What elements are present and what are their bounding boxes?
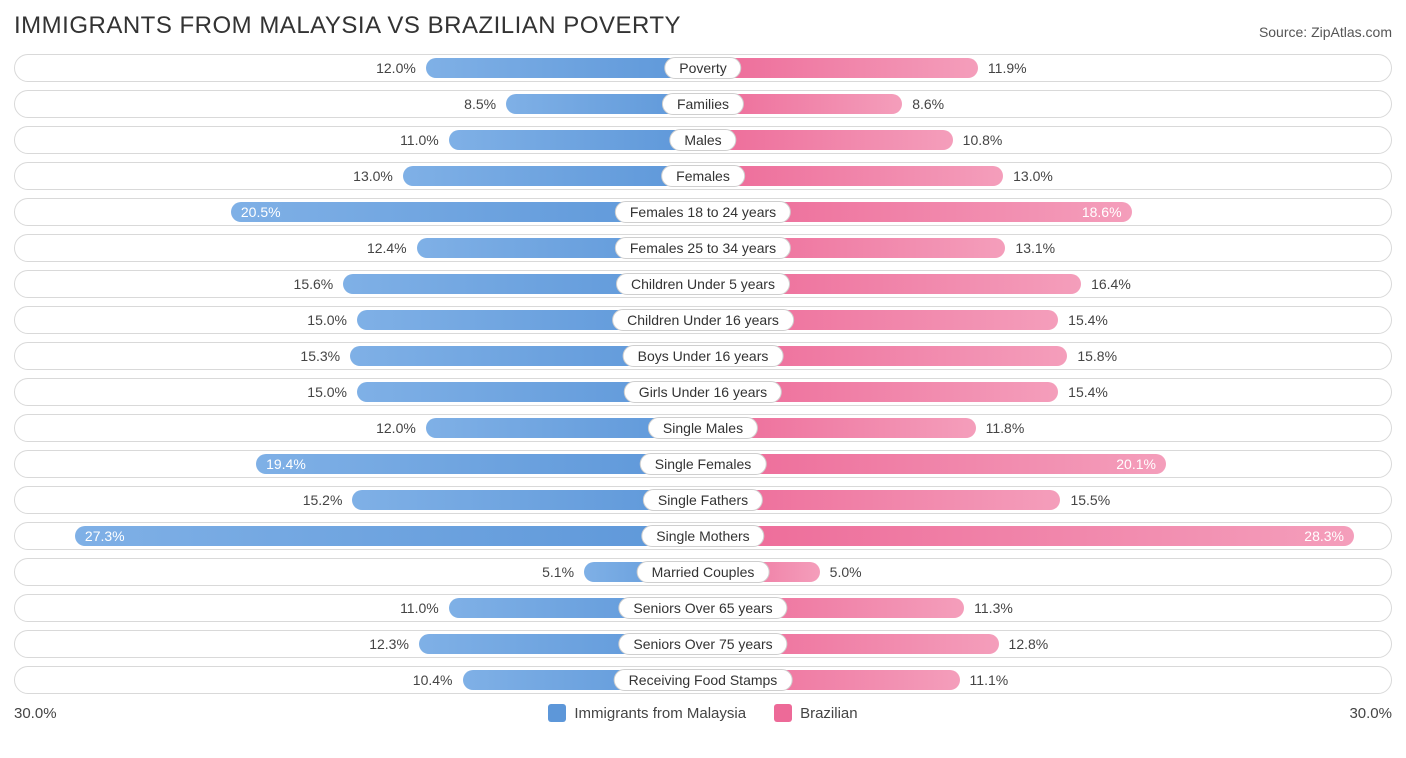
value-label-right: 15.4%: [1060, 312, 1116, 328]
value-label-right: 15.5%: [1062, 492, 1118, 508]
chart-row: 5.1% 5.0% Married Couples: [14, 558, 1392, 586]
chart-footer: 30.0% Immigrants from Malaysia Brazilian…: [14, 704, 1392, 722]
legend: Immigrants from Malaysia Brazilian: [94, 704, 1312, 722]
category-label: Poverty: [664, 57, 741, 79]
value-label-right: 12.8%: [1001, 636, 1057, 652]
bar-right: [705, 58, 978, 78]
chart-row: 12.0% 11.8% Single Males: [14, 414, 1392, 442]
chart-row: 15.6% 16.4% Children Under 5 years: [14, 270, 1392, 298]
value-label-right: 15.8%: [1069, 348, 1125, 364]
category-label: Single Females: [640, 453, 767, 475]
chart-row: 19.4% 20.1% Single Females: [14, 450, 1392, 478]
bar-left: [426, 58, 701, 78]
category-label: Females 18 to 24 years: [615, 201, 791, 223]
legend-item-left: Immigrants from Malaysia: [548, 704, 746, 722]
bar-right: 28.3%: [705, 526, 1354, 546]
value-label-right: 8.6%: [904, 96, 952, 112]
legend-label-left: Immigrants from Malaysia: [574, 705, 746, 722]
value-label-left: 10.4%: [405, 672, 461, 688]
value-label-left: 15.3%: [292, 348, 348, 364]
chart-row: 8.5% 8.6% Families: [14, 90, 1392, 118]
value-label-right: 11.8%: [978, 420, 1033, 436]
legend-swatch-right: [774, 704, 792, 722]
chart-row: 10.4% 11.1% Receiving Food Stamps: [14, 666, 1392, 694]
chart-row: 15.0% 15.4% Girls Under 16 years: [14, 378, 1392, 406]
value-label-right: 20.1%: [1106, 456, 1166, 472]
chart-row: 12.0% 11.9% Poverty: [14, 54, 1392, 82]
category-label: Single Mothers: [641, 525, 764, 547]
value-label-left: 8.5%: [456, 96, 504, 112]
value-label-left: 15.2%: [295, 492, 351, 508]
bar-left: [449, 130, 701, 150]
value-label-left: 12.4%: [359, 240, 415, 256]
chart-row: 20.5% 18.6% Females 18 to 24 years: [14, 198, 1392, 226]
bar-left: 27.3%: [75, 526, 701, 546]
value-label-left: 19.4%: [256, 456, 316, 472]
value-label-left: 13.0%: [345, 168, 401, 184]
category-label: Married Couples: [637, 561, 770, 583]
axis-max-right: 30.0%: [1312, 705, 1392, 722]
chart-row: 15.3% 15.8% Boys Under 16 years: [14, 342, 1392, 370]
category-label: Males: [669, 129, 736, 151]
bar-right: 20.1%: [705, 454, 1166, 474]
value-label-left: 12.0%: [368, 420, 424, 436]
value-label-right: 11.3%: [966, 600, 1021, 616]
chart-row: 13.0% 13.0% Females: [14, 162, 1392, 190]
category-label: Girls Under 16 years: [624, 381, 782, 403]
value-label-right: 15.4%: [1060, 384, 1116, 400]
category-label: Children Under 5 years: [616, 273, 790, 295]
chart-row: 15.2% 15.5% Single Fathers: [14, 486, 1392, 514]
category-label: Single Fathers: [643, 489, 763, 511]
bar-right: [705, 130, 953, 150]
category-label: Children Under 16 years: [612, 309, 794, 331]
value-label-right: 13.1%: [1007, 240, 1063, 256]
legend-item-right: Brazilian: [774, 704, 858, 722]
bar-left: 19.4%: [256, 454, 701, 474]
value-label-left: 5.1%: [534, 564, 582, 580]
value-label-right: 11.1%: [962, 672, 1017, 688]
category-label: Single Males: [648, 417, 758, 439]
category-label: Females 25 to 34 years: [615, 237, 791, 259]
chart-row: 11.0% 10.8% Males: [14, 126, 1392, 154]
chart-row: 27.3% 28.3% Single Mothers: [14, 522, 1392, 550]
chart-row: 15.0% 15.4% Children Under 16 years: [14, 306, 1392, 334]
chart-title: IMMIGRANTS FROM MALAYSIA VS BRAZILIAN PO…: [14, 12, 681, 40]
value-label-right: 5.0%: [822, 564, 870, 580]
chart-header: IMMIGRANTS FROM MALAYSIA VS BRAZILIAN PO…: [14, 12, 1392, 40]
category-label: Seniors Over 75 years: [618, 633, 787, 655]
category-label: Receiving Food Stamps: [614, 669, 793, 691]
value-label-right: 16.4%: [1083, 276, 1139, 292]
value-label-left: 15.6%: [286, 276, 342, 292]
value-label-left: 15.0%: [299, 384, 355, 400]
bar-left: [403, 166, 701, 186]
value-label-right: 28.3%: [1294, 528, 1354, 544]
value-label-right: 13.0%: [1005, 168, 1061, 184]
value-label-left: 11.0%: [392, 132, 447, 148]
category-label: Families: [662, 93, 744, 115]
category-label: Boys Under 16 years: [623, 345, 784, 367]
value-label-right: 10.8%: [955, 132, 1011, 148]
butterfly-chart: 12.0% 11.9% Poverty 8.5% 8.6% Families 11.0% 10…: [14, 54, 1392, 694]
value-label-left: 15.0%: [299, 312, 355, 328]
category-label: Seniors Over 65 years: [618, 597, 787, 619]
axis-max-left: 30.0%: [14, 705, 94, 722]
category-label: Females: [661, 165, 745, 187]
bar-right: [705, 166, 1003, 186]
chart-source: Source: ZipAtlas.com: [1259, 24, 1392, 40]
legend-swatch-left: [548, 704, 566, 722]
chart-row: 11.0% 11.3% Seniors Over 65 years: [14, 594, 1392, 622]
chart-row: 12.4% 13.1% Females 25 to 34 years: [14, 234, 1392, 262]
value-label-left: 11.0%: [392, 600, 447, 616]
value-label-right: 18.6%: [1072, 204, 1132, 220]
value-label-right: 11.9%: [980, 60, 1035, 76]
value-label-left: 12.3%: [361, 636, 417, 652]
value-label-left: 20.5%: [231, 204, 291, 220]
chart-row: 12.3% 12.8% Seniors Over 75 years: [14, 630, 1392, 658]
value-label-left: 27.3%: [75, 528, 135, 544]
legend-label-right: Brazilian: [800, 705, 858, 722]
value-label-left: 12.0%: [368, 60, 424, 76]
